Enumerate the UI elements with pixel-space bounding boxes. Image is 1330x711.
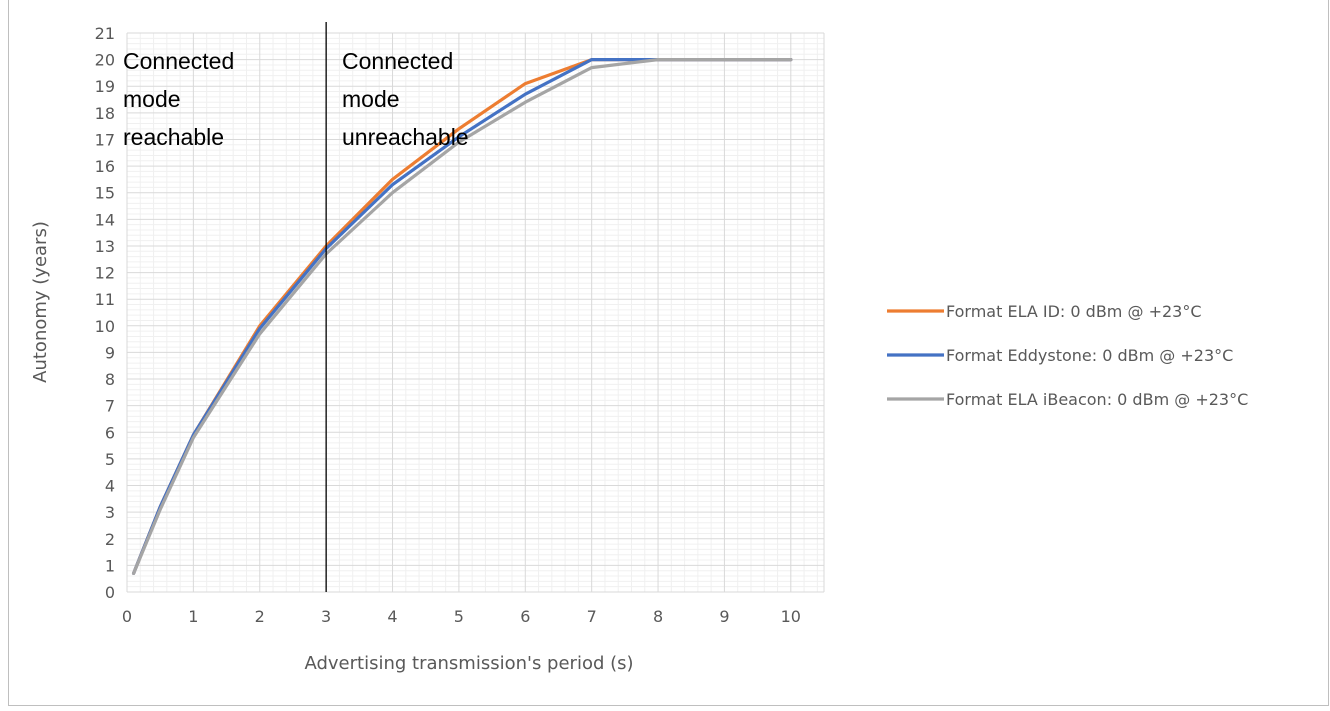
unreachable-label-line-2: mode — [342, 86, 400, 112]
reachable-label-line-2: mode — [123, 86, 181, 112]
y-tick-label: 15 — [95, 184, 115, 203]
x-tick-label: 3 — [321, 607, 331, 626]
y-tick-label: 18 — [95, 104, 115, 123]
y-tick-label: 17 — [95, 130, 115, 149]
x-tick-label: 1 — [188, 607, 198, 626]
x-tick-label: 6 — [520, 607, 530, 626]
y-tick-label: 0 — [105, 583, 115, 602]
x-tick-label: 7 — [587, 607, 597, 626]
x-tick-label: 4 — [387, 607, 397, 626]
y-tick-label: 4 — [105, 477, 115, 496]
x-tick-label: 10 — [781, 607, 801, 626]
unreachable-label-line-1: Connected — [342, 48, 453, 74]
y-axis-title: Autonomy (years) — [30, 221, 51, 383]
y-tick-label: 3 — [105, 503, 115, 522]
y-tick-label: 12 — [95, 264, 115, 283]
series-lines — [131, 57, 793, 576]
y-tick-label: 16 — [95, 157, 115, 176]
series-line-3 — [131, 57, 793, 576]
x-tick-label: 2 — [255, 607, 265, 626]
minor-gridlines — [127, 33, 824, 592]
y-tick-label: 20 — [95, 51, 115, 70]
x-axis-title: Advertising transmission's period (s) — [304, 653, 633, 674]
x-axis-ticks: 0 1 2 3 4 5 6 7 8 9 10 — [122, 607, 801, 626]
y-tick-label: 10 — [95, 317, 115, 336]
reachable-region-label: Connected mode reachable — [123, 48, 234, 150]
y-tick-label: 2 — [105, 530, 115, 549]
x-tick-label: 5 — [454, 607, 464, 626]
legend-label-1: Format ELA ID: 0 dBm @ +23°C — [946, 302, 1202, 321]
y-tick-label: 13 — [95, 237, 115, 256]
y-tick-label: 8 — [105, 370, 115, 389]
y-tick-label: 14 — [95, 210, 115, 229]
unreachable-region-label: Connected mode unreachable — [342, 48, 469, 150]
legend-label-3: Format ELA iBeacon: 0 dBm @ +23°C — [946, 390, 1248, 409]
y-tick-label: 7 — [105, 397, 115, 416]
x-tick-label: 9 — [719, 607, 729, 626]
y-tick-label: 6 — [105, 423, 115, 442]
y-tick-label: 11 — [95, 290, 115, 309]
reachable-label-line-3: reachable — [123, 124, 224, 150]
y-tick-label: 21 — [95, 24, 115, 43]
major-gridlines — [126, 32, 825, 593]
x-tick-label: 0 — [122, 607, 132, 626]
x-tick-label: 8 — [653, 607, 663, 626]
y-tick-label: 19 — [95, 77, 115, 96]
legend: Format ELA ID: 0 dBm @ +23°C Format Eddys… — [887, 302, 1248, 409]
y-tick-label: 1 — [105, 556, 115, 575]
y-tick-label: 9 — [105, 343, 115, 362]
reachable-label-line-1: Connected — [123, 48, 234, 74]
y-tick-label: 5 — [105, 450, 115, 469]
unreachable-label-line-3: unreachable — [342, 124, 469, 150]
legend-label-2: Format Eddystone: 0 dBm @ +23°C — [946, 346, 1233, 365]
